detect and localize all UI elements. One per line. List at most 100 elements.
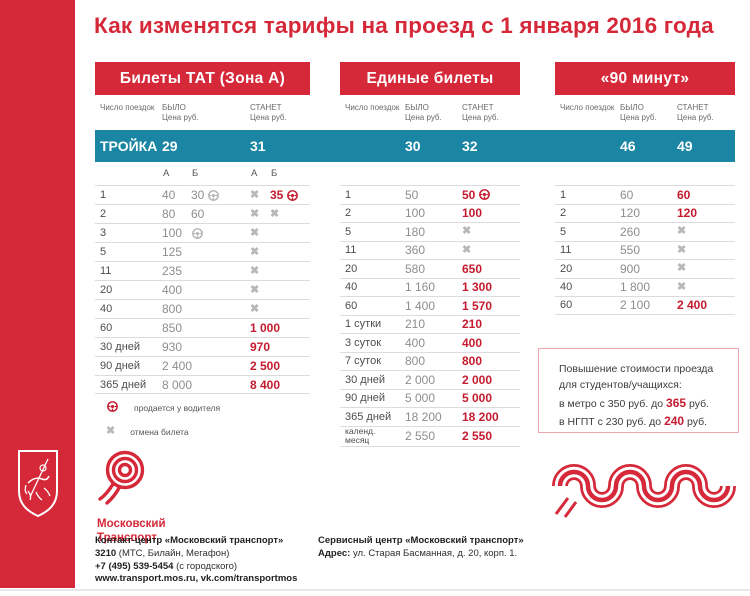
trips-column-header: Число поездок bbox=[100, 103, 155, 112]
price-cell: 2 550 bbox=[400, 425, 457, 448]
was-column-header: БЫЛО Цена руб. bbox=[162, 103, 199, 123]
price-cell: 800 bbox=[157, 299, 245, 318]
will-column-header: СТАНЕТ Цена руб. bbox=[677, 103, 714, 123]
price-cell: ✖ bbox=[265, 204, 310, 223]
table-row: 3 100 ✖ bbox=[95, 223, 310, 242]
table-row: 7 суток 800 800 bbox=[340, 351, 520, 371]
cancel-icon: ✖ bbox=[250, 207, 260, 220]
table-row: 20 580 650 bbox=[340, 259, 520, 278]
table-90-minutes: «90 минут» Число поездок БЫЛО Цена руб. СТАН… bbox=[555, 62, 735, 315]
students-note: Повышение стоимости проезда для студенто… bbox=[538, 348, 739, 433]
service-center-title: Сервисный центр «Московский транспорт» bbox=[318, 535, 524, 546]
contact-phone-city: +7 (495) 539-5454 (с городского) bbox=[95, 560, 238, 572]
trips-cell: 5 bbox=[340, 222, 400, 241]
trips-cell: 11 bbox=[95, 261, 157, 280]
note-line: в метро с 350 руб. до 365 руб. bbox=[559, 395, 710, 410]
table-row: 40 1 800 ✖ bbox=[555, 277, 735, 297]
price-cell: 5 000 bbox=[400, 388, 457, 408]
price-cell: 180 bbox=[400, 222, 457, 241]
price-cell: ✖ bbox=[457, 240, 520, 260]
trips-cell: 1 bbox=[340, 185, 400, 204]
trips-cell: 40 bbox=[340, 277, 400, 297]
price-cell: 8 400 bbox=[245, 375, 310, 394]
cancel-icon-slot: ✖ bbox=[106, 426, 115, 437]
moscow-transport-logo-icon bbox=[98, 450, 145, 505]
table-header: Единые билеты bbox=[340, 62, 520, 95]
price-cell: 60 bbox=[186, 204, 245, 223]
trips-cell: 1 сутки bbox=[340, 314, 400, 334]
price-cell: ✖ bbox=[245, 280, 265, 299]
driver-sale-icon bbox=[207, 189, 220, 202]
price-cell: 100 bbox=[400, 203, 457, 223]
legend-label: отмена билета bbox=[130, 426, 189, 437]
table-row: 1 60 60 bbox=[555, 185, 735, 204]
price-cell: 1 570 bbox=[457, 296, 520, 315]
trips-cell: 60 bbox=[95, 318, 157, 337]
price-cell: 8 000 bbox=[157, 375, 245, 394]
price-cell: 550 bbox=[615, 240, 672, 260]
table-row: 40 1 160 1 300 bbox=[340, 277, 520, 297]
price-cell: 60 bbox=[672, 185, 735, 204]
table-header: Билеты ТАТ (Зона А) bbox=[95, 62, 310, 95]
table-row: 30 дней 930 970 bbox=[95, 337, 310, 356]
price-cell: 40 bbox=[157, 185, 186, 204]
zone-subcolumn-label: А bbox=[163, 168, 170, 179]
price-cell: 930 bbox=[157, 337, 245, 356]
price-cell: 2 400 bbox=[672, 296, 735, 315]
trips-cell: 90 дней bbox=[95, 356, 157, 375]
price-cell: 2 550 bbox=[457, 425, 520, 448]
cancel-icon: ✖ bbox=[270, 207, 280, 220]
table-row: 11 235 ✖ bbox=[95, 261, 310, 280]
trips-cell: 1 bbox=[555, 185, 615, 204]
troika-row: 46 49 bbox=[555, 130, 735, 162]
price-cell: ✖ bbox=[457, 222, 520, 241]
troika-new-price: 32 bbox=[462, 138, 478, 154]
trips-cell: 11 bbox=[340, 240, 400, 260]
column-headers: Число поездок БЫЛО Цена руб. СТАНЕТ Цена руб… bbox=[95, 95, 310, 130]
cancel-icon: ✖ bbox=[677, 243, 687, 256]
table-rows: 1 60 60 2 120 120 5 260 ✖ 11 550 ✖ 20 900 ✖ 40 1 800 ✖ 60 2… bbox=[555, 185, 735, 315]
legend-label: продается у водителя bbox=[134, 402, 221, 413]
price-cell: 120 bbox=[672, 203, 735, 223]
price-cell: 2 000 bbox=[400, 370, 457, 389]
price-cell: 18 200 bbox=[400, 407, 457, 426]
cancel-icon: ✖ bbox=[250, 226, 260, 239]
trips-cell: 11 bbox=[555, 240, 615, 260]
will-column-header: СТАНЕТ Цена руб. bbox=[250, 103, 287, 123]
trips-cell: 365 дней bbox=[95, 375, 157, 394]
price-cell: ✖ bbox=[245, 242, 265, 261]
legend: продается у водителя ✖ отмена билета bbox=[106, 400, 220, 437]
table-tat-zone-a: Билеты ТАТ (Зона А) Число поездок БЫЛО Цена… bbox=[95, 62, 310, 394]
table-row: 5 260 ✖ bbox=[555, 222, 735, 241]
table-row: 11 550 ✖ bbox=[555, 240, 735, 260]
price-cell: ✖ bbox=[245, 261, 265, 280]
trips-cell: 2 bbox=[555, 203, 615, 223]
price-cell: 50 bbox=[400, 185, 457, 204]
price-cell: 850 bbox=[157, 318, 245, 337]
was-column-header: БЫЛО Цена руб. bbox=[620, 103, 657, 123]
trips-cell: 60 bbox=[340, 296, 400, 315]
price-cell bbox=[265, 299, 310, 318]
metro-new-price: 365 bbox=[666, 395, 687, 410]
price-cell: 1 160 bbox=[400, 277, 457, 297]
price-cell: ✖ bbox=[672, 259, 735, 278]
cancel-icon: ✖ bbox=[677, 262, 687, 275]
table-row: 1 50 50 bbox=[340, 185, 520, 204]
table-row: 60 1 400 1 570 bbox=[340, 296, 520, 315]
troika-new-price: 49 bbox=[677, 138, 693, 154]
driver-sale-icon-slot bbox=[106, 400, 119, 415]
table-row: 1 сутки 210 210 bbox=[340, 314, 520, 334]
table-row: 3 суток 400 400 bbox=[340, 333, 520, 352]
trips-cell: 5 bbox=[95, 242, 157, 261]
price-cell bbox=[265, 261, 310, 280]
price-cell bbox=[265, 242, 310, 261]
driver-sale-icon bbox=[106, 400, 119, 413]
price-cell: 60 bbox=[615, 185, 672, 204]
bottom-divider bbox=[0, 589, 750, 591]
price-cell: 120 bbox=[615, 203, 672, 223]
table-rows: 1 40 30 ✖ 35 2 80 60 ✖ ✖ 3 100 ✖ 5 125 ✖ 11 235 ✖ 20 400 ✖ 40 8… bbox=[95, 185, 310, 394]
price-cell: ✖ bbox=[245, 299, 265, 318]
table-row: календ. месяц 2 550 2 550 bbox=[340, 425, 520, 448]
price-cell: 100 bbox=[157, 223, 186, 242]
